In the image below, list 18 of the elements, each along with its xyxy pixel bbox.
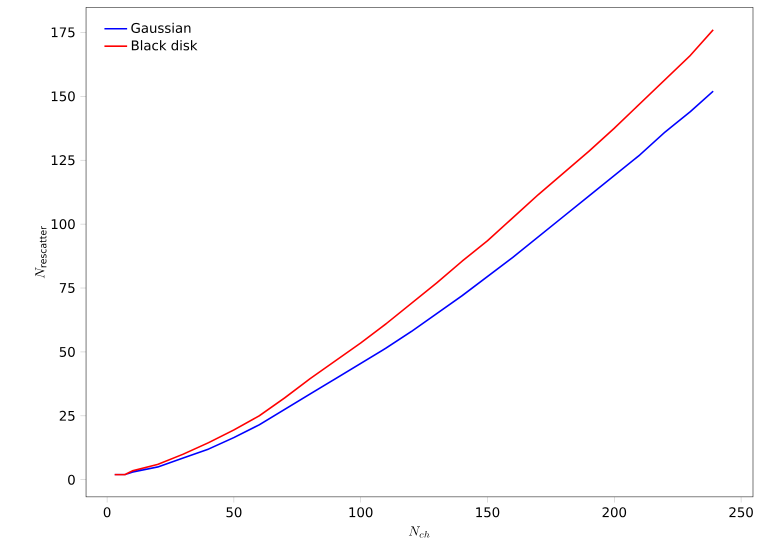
y-tick-label: 100 [52,218,75,230]
y-tick-label: 125 [52,155,75,166]
y-tick-label: 75 [60,282,75,293]
legend-label: Black disk [132,40,198,50]
x-tick-label: 250 [729,507,753,518]
y-tick-label: 25 [60,410,75,421]
x-tick-label: 0 [104,507,110,518]
y-axis-title: $N_{\mathrm{rescatter}}$ [35,226,46,278]
y-tick-label: 50 [60,346,75,357]
y-tick-label: 150 [52,91,75,102]
x-axis-title: $N_{ch}$ [408,526,430,538]
x-tick-label: 100 [349,507,372,518]
legend-label: Gaussian [131,22,190,33]
y-tick-label: 0 [68,474,75,485]
y-tick-label: 175 [52,27,75,38]
x-tick-label: 200 [602,507,626,518]
x-tick-label: 150 [476,507,500,518]
x-tick-label: 50 [226,507,242,518]
